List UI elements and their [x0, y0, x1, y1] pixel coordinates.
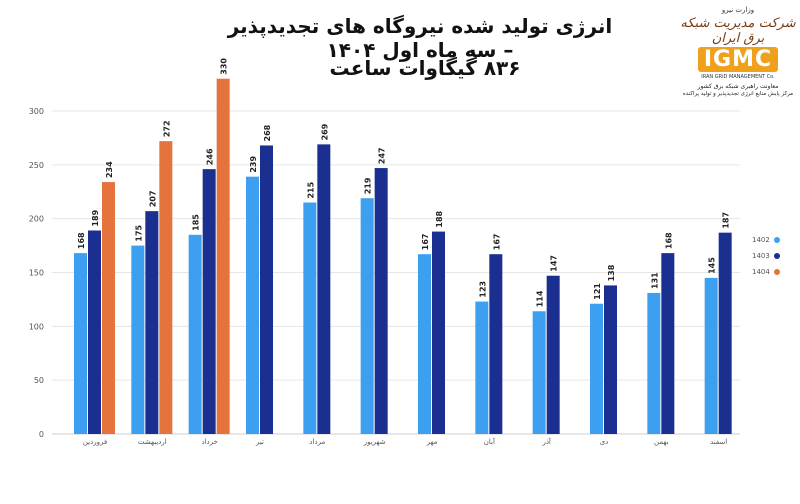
- x-tick-label: آذر: [541, 437, 551, 446]
- y-tick-label: 50: [34, 376, 44, 385]
- y-tick-label: 100: [29, 322, 44, 331]
- data-label: 145: [708, 257, 717, 274]
- data-label: 187: [722, 212, 731, 229]
- bar-1404: [159, 141, 173, 434]
- bar-1403: [202, 169, 216, 434]
- data-label: 114: [536, 290, 545, 307]
- legend-label-1404: 1404: [752, 268, 770, 276]
- data-label: 121: [593, 283, 602, 300]
- bar-1403: [489, 254, 503, 434]
- bar-1402: [74, 253, 87, 434]
- x-tick-label: خرداد: [201, 438, 217, 446]
- bar-1402: [360, 198, 374, 434]
- bar-1403: [145, 211, 159, 434]
- chart-title: انرژی تولید شده نیروگاه های تجدیدپذیر – …: [227, 14, 613, 62]
- data-label: 215: [306, 181, 315, 198]
- bar-1403: [661, 253, 675, 434]
- chart-legend: 1402 1403 1404: [752, 232, 780, 280]
- bar-1402: [246, 176, 259, 434]
- x-tick-label: آبان: [484, 437, 496, 446]
- bar-1402: [418, 254, 431, 434]
- data-label: 234: [105, 161, 114, 178]
- data-label: 189: [91, 209, 100, 226]
- logo-ministry: وزارت نیرو: [721, 6, 755, 14]
- x-tick-label: تیر: [255, 438, 264, 446]
- logo-mark: IGMC: [697, 47, 779, 72]
- x-tick-label: مهر: [426, 438, 438, 446]
- bar-1403: [317, 144, 331, 435]
- bar-1403: [260, 145, 273, 434]
- legend-swatch-1402: [773, 237, 780, 243]
- data-label: 207: [148, 190, 157, 207]
- legend-item-1404: 1404: [752, 264, 780, 280]
- bar-1402: [704, 277, 718, 434]
- logo-script-name: شرکت مدیریت شبکه برق ایران: [680, 16, 796, 46]
- igmc-logo: وزارت نیرو شرکت مدیریت شبکه برق ایران IG…: [680, 6, 796, 98]
- bar-1402: [647, 292, 661, 434]
- data-label: 272: [162, 120, 171, 137]
- y-tick-label: 200: [29, 215, 44, 224]
- bar-1402: [131, 245, 145, 434]
- logo-line-2: مرکز پایش منابع انرژی تجدیدپذیر و تولید …: [682, 91, 794, 97]
- data-label: 330: [220, 58, 229, 75]
- data-label: 185: [192, 214, 201, 231]
- legend-label-1402: 1402: [752, 236, 770, 244]
- bar-1403: [604, 285, 617, 434]
- legend-item-1402: 1402: [752, 232, 780, 248]
- bar-1402: [303, 202, 317, 434]
- data-label: 247: [378, 147, 387, 164]
- data-label: 168: [77, 232, 86, 249]
- bar-1403: [718, 232, 732, 434]
- logo-english-name: IRAN GRID MANAGEMENT Co.: [701, 74, 775, 80]
- data-label: 167: [492, 233, 501, 250]
- bar-1402: [590, 303, 603, 434]
- data-label: 268: [263, 124, 272, 141]
- data-label: 219: [364, 177, 373, 194]
- bar-1404: [216, 78, 230, 434]
- legend-item-1403: 1403: [752, 248, 780, 264]
- data-label: 239: [249, 156, 258, 173]
- x-tick-label: شهریور: [363, 438, 386, 446]
- bar-1403: [88, 230, 101, 434]
- y-tick-label: 150: [29, 269, 44, 278]
- data-label: 168: [664, 232, 673, 249]
- data-label: 167: [421, 233, 430, 250]
- y-tick-label: 0: [39, 430, 44, 439]
- data-label: 138: [607, 264, 616, 281]
- x-tick-label: مرداد: [309, 438, 325, 446]
- x-tick-label: فروردین: [83, 438, 107, 446]
- y-tick-label: 250: [29, 161, 44, 170]
- x-tick-label: اسفند: [710, 438, 727, 446]
- data-label: 147: [550, 255, 559, 272]
- data-label: 123: [478, 281, 487, 298]
- legend-swatch-1404: [773, 269, 780, 275]
- bar-1404: [102, 182, 115, 434]
- data-label: 131: [650, 272, 659, 289]
- data-label: 246: [206, 148, 215, 165]
- bar-1403: [432, 231, 445, 434]
- legend-label-1403: 1403: [752, 252, 770, 260]
- legend-swatch-1403: [773, 253, 780, 259]
- bar-1402: [188, 234, 202, 434]
- bar-1402: [475, 301, 489, 434]
- x-tick-label: دی: [600, 438, 609, 446]
- data-label: 188: [435, 210, 444, 227]
- bar-1402: [532, 311, 546, 434]
- x-tick-label: بهمن: [654, 438, 669, 446]
- bar-1403: [374, 168, 388, 434]
- data-label: 269: [320, 123, 329, 140]
- logo-line-1: معاونت راهبری شبکه برق کشور: [697, 83, 779, 90]
- data-label: 175: [134, 224, 143, 241]
- chart-subtitle: ۸۳۶ گیگاوات ساعت: [329, 56, 521, 80]
- x-tick-label: اردیبهشت: [138, 438, 167, 446]
- y-tick-label: 300: [29, 107, 44, 116]
- bar-1403: [546, 275, 560, 434]
